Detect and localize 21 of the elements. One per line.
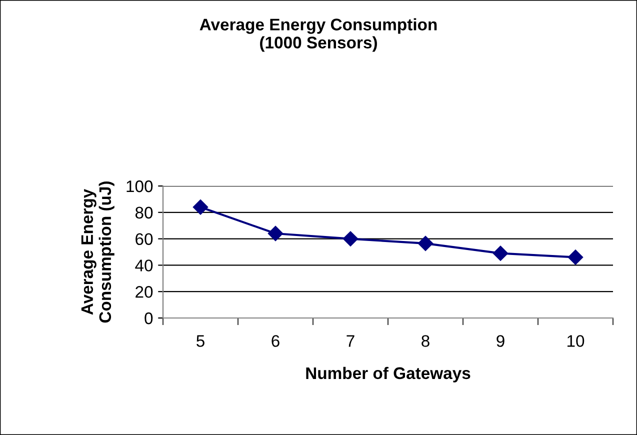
x-tick-label: 6: [272, 335, 280, 347]
point: [568, 250, 584, 265]
point: [418, 236, 434, 251]
point: [342, 231, 358, 246]
y-tick-label: 60: [136, 233, 153, 246]
x-tick-label: 7: [346, 335, 354, 347]
point: [192, 200, 208, 215]
x-tick-label: 9: [496, 335, 504, 347]
y-tick-label: 0: [144, 312, 153, 324]
y-axis-title: Average Energy Consumption (uJ): [81, 182, 114, 323]
x-tick-label: 10: [568, 335, 584, 347]
y-tick-label: 100: [126, 180, 153, 192]
x-axis-title: Number of Gateways: [306, 366, 470, 382]
point: [492, 246, 508, 261]
y-tick-label: 20: [136, 286, 153, 298]
x-tick-label: 5: [196, 335, 204, 347]
point: [268, 226, 284, 242]
y-tick-label: 40: [135, 260, 153, 272]
chart-title: Average Energy Consumption (1000 Sensors): [200, 18, 437, 52]
x-tick-label: 8: [422, 335, 430, 347]
y-tick-label: 80: [135, 206, 153, 219]
